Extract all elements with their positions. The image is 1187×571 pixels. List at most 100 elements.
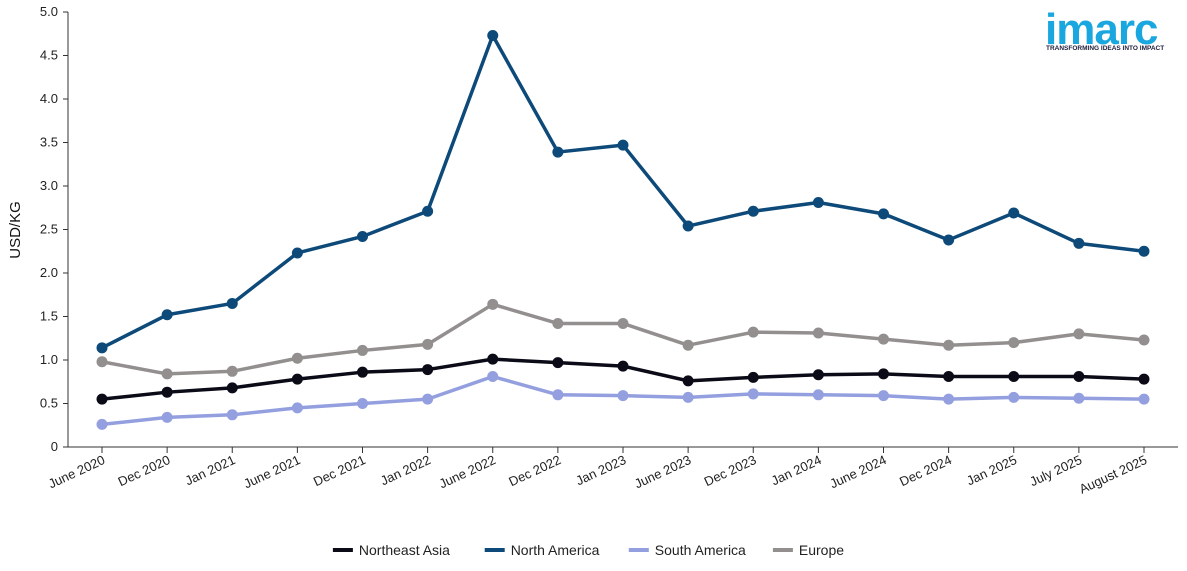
data-point-northeast-asia [422, 364, 434, 376]
series-north-america [96, 29, 1150, 354]
y-tick-label: 3.0 [40, 178, 58, 193]
y-tick-label: 2.0 [40, 265, 58, 280]
data-point-europe [552, 317, 564, 329]
data-point-europe [943, 339, 955, 351]
data-point-south-america [943, 393, 955, 405]
data-point-northeast-asia [487, 353, 499, 365]
data-point-south-america [747, 388, 759, 400]
data-point-north-america [291, 247, 303, 259]
data-point-northeast-asia [747, 371, 759, 383]
logo-wordmark: imarc [1045, 5, 1158, 54]
data-point-south-america [226, 409, 238, 421]
x-tick-label: Dec 2023 [702, 452, 759, 489]
data-point-north-america [682, 220, 694, 232]
data-point-south-america [161, 411, 173, 423]
data-point-northeast-asia [291, 373, 303, 385]
data-point-north-america [1138, 245, 1150, 257]
series-line-north-america [100, 33, 1146, 350]
logo-tagline: TRANSFORMING IDEAS INTO IMPACT [1046, 45, 1164, 52]
legend-label: South America [655, 542, 746, 558]
data-point-north-america [1008, 207, 1020, 219]
data-point-south-america [291, 402, 303, 414]
legend-label: North America [511, 542, 600, 558]
data-point-europe [96, 356, 108, 368]
data-point-northeast-asia [96, 393, 108, 405]
data-point-europe [682, 339, 694, 351]
x-tick-label: June 2020 [46, 452, 107, 491]
x-tick-label: Dec 2020 [116, 452, 173, 489]
data-point-north-america [552, 146, 564, 158]
data-point-north-america [422, 205, 434, 217]
data-point-north-america [943, 234, 955, 246]
data-point-northeast-asia [226, 382, 238, 394]
x-tick-label: June 2023 [632, 452, 693, 491]
x-tick-label: Jan 2023 [573, 452, 628, 488]
data-point-south-america [357, 398, 368, 409]
y-tick-label: 1.5 [40, 309, 58, 324]
data-point-northeast-asia [617, 360, 629, 372]
data-point-europe [422, 338, 434, 350]
y-tick-label: 0.5 [40, 396, 58, 411]
data-point-northeast-asia [682, 375, 694, 387]
y-tick-label: 4.0 [40, 91, 58, 106]
data-point-northeast-asia [1138, 373, 1150, 385]
y-tick-label: 0 [51, 439, 58, 454]
data-point-northeast-asia [943, 371, 955, 383]
data-point-northeast-asia [1073, 371, 1085, 383]
data-point-europe [487, 298, 499, 310]
y-axis: 0 0.5 1.0 1.5 2.0 2.5 3.0 3.5 4.0 4.5 5.0 [40, 4, 69, 454]
x-tick-label: Jan 2022 [378, 452, 433, 488]
legend-item-northeast-asia: Northeast Asia [332, 542, 450, 558]
y-tick-label: 1.0 [40, 352, 58, 367]
data-point-north-america [617, 139, 629, 151]
series-group [96, 29, 1150, 430]
data-point-europe [747, 326, 759, 338]
data-point-northeast-asia [161, 386, 173, 398]
data-point-northeast-asia [878, 368, 889, 380]
data-point-south-america [878, 390, 889, 402]
x-tick-label: July 2025 [1027, 452, 1084, 489]
y-tick-label: 3.5 [40, 135, 58, 150]
data-point-south-america [487, 371, 499, 383]
data-point-south-america [1008, 391, 1020, 403]
data-point-northeast-asia [552, 357, 564, 369]
data-point-south-america [422, 393, 434, 405]
y-axis-title: USD/KG [7, 201, 24, 259]
data-point-south-america [1138, 393, 1150, 405]
data-point-europe [812, 327, 824, 339]
data-point-europe [1138, 334, 1150, 346]
data-point-south-america [1073, 392, 1085, 404]
data-point-europe [291, 352, 303, 364]
data-point-south-america [96, 418, 108, 430]
legend-item-south-america: South America [628, 542, 746, 558]
legend-label: Northeast Asia [359, 542, 450, 558]
data-point-northeast-asia [1008, 371, 1020, 383]
x-tick-label: Jan 2025 [964, 452, 1019, 488]
x-tick-label: Dec 2021 [311, 452, 368, 489]
x-tick-label: June 2022 [437, 452, 498, 491]
y-tick-label: 4.5 [40, 48, 58, 63]
data-point-europe [878, 333, 889, 345]
data-point-north-america [878, 208, 889, 220]
data-point-north-america [812, 197, 824, 209]
y-tick-label: 5.0 [40, 4, 58, 19]
data-point-europe [357, 344, 368, 356]
legend-item-europe: Europe [772, 542, 844, 558]
data-point-north-america [96, 342, 108, 354]
x-tick-label: June 2024 [827, 452, 888, 491]
series-south-america [96, 371, 1150, 430]
data-point-north-america [357, 230, 368, 242]
data-point-north-america [161, 309, 173, 321]
data-point-europe [1073, 328, 1085, 340]
data-point-south-america [682, 391, 694, 403]
legend-item-north-america: North America [484, 542, 600, 558]
x-tick-label: Jan 2024 [769, 452, 824, 488]
series-northeast-asia [96, 353, 1150, 405]
x-tick-label: August 2025 [1077, 452, 1150, 496]
x-tick-label: Dec 2022 [506, 452, 563, 489]
data-point-europe [617, 317, 629, 329]
data-point-north-america [487, 29, 499, 41]
data-point-north-america [226, 297, 238, 309]
x-tick-label: Dec 2024 [897, 452, 954, 489]
